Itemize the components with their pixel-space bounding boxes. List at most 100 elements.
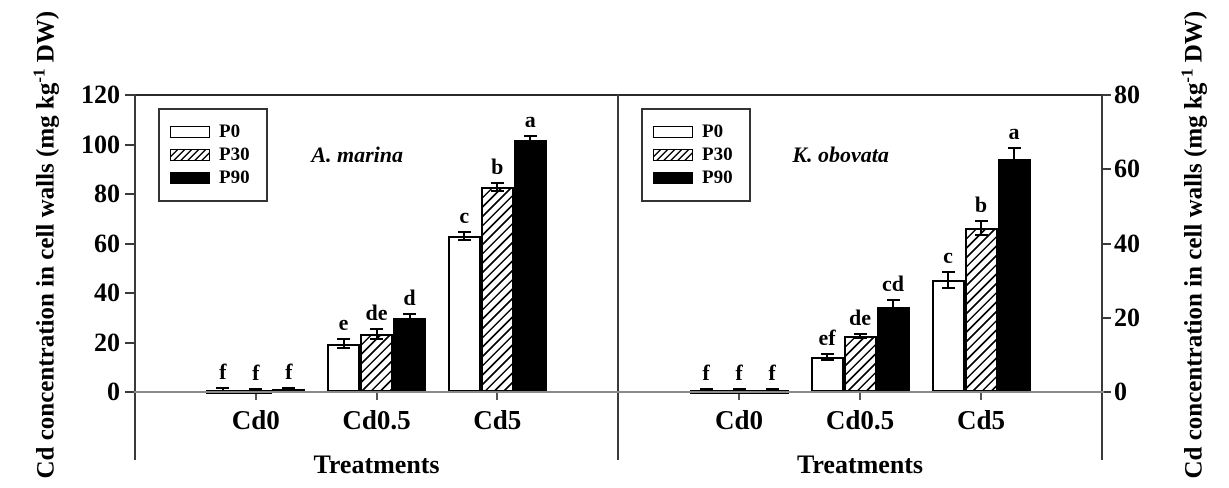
hatch-swatch-icon (170, 149, 210, 161)
significance-letter: a (1008, 118, 1020, 144)
y-axis-tick-label-left: 20 (94, 327, 120, 357)
legend-item-p30: P30 (170, 145, 256, 165)
y-axis-tick-label-left: 100 (81, 129, 120, 159)
error-bar-cap-top (886, 298, 900, 301)
error-bar-line (375, 328, 378, 339)
bar-p90-cd0.5 (876, 307, 910, 392)
y-axis-tick-left (125, 292, 134, 294)
error-bar-cap-top (820, 353, 834, 356)
significance-letter: f (285, 358, 293, 384)
error-bar-line (287, 387, 290, 391)
error-bar-cap-top (370, 327, 383, 330)
error-bar-line (705, 388, 707, 392)
error-bar-line (892, 299, 894, 315)
legend-item-p0: P0 (170, 122, 256, 142)
x-axis-category-label: Cd5 (956, 405, 1005, 435)
y-axis-tick-left (125, 391, 134, 393)
error-bar-cap-bottom (490, 190, 504, 193)
y-axis-tick-label-right: 0 (1114, 377, 1127, 406)
significance-letter: f (768, 359, 776, 385)
x-axis-category-label: Cd0.5 (825, 405, 895, 435)
error-bar-cap-top (282, 386, 296, 389)
x-axis-tick (980, 393, 982, 400)
significance-letter: de (849, 305, 871, 331)
x-axis-category-label: Cd5 (473, 405, 522, 435)
legend: P0 P30 P90 (641, 108, 751, 202)
error-bar-cap-top (457, 231, 471, 234)
error-bar-cap-bottom (820, 359, 834, 362)
y-axis-title-left-unit: DW) (32, 10, 60, 69)
x-axis-category-label: Cd0.5 (342, 405, 411, 435)
bar-p0-cd5 (931, 279, 965, 392)
bar-p30-cd5 (964, 227, 998, 392)
error-bar-line (826, 354, 828, 361)
legend-label: P0 (702, 121, 724, 142)
significance-letter: b (491, 154, 504, 180)
error-bar-cap-bottom (853, 336, 867, 339)
error-bar-cap-top (490, 182, 504, 185)
error-bar-line (1013, 147, 1015, 170)
error-bar-cap-bottom (370, 337, 383, 340)
significance-letter: f (219, 359, 227, 385)
bar-p0-cd5 (447, 236, 481, 392)
y-axis-tick-left (125, 94, 134, 96)
error-bar-cap-bottom (1007, 168, 1021, 171)
significance-letter: c (459, 203, 470, 229)
x-axis-category-label: Cd0 (714, 405, 763, 435)
significance-letter: f (735, 359, 743, 385)
y-axis-tick-label-right: 60 (1114, 154, 1140, 184)
significance-letter: ef (818, 325, 836, 351)
error-bar-cap-top (1007, 146, 1021, 149)
x-axis-tick (375, 393, 378, 400)
plot-frame-top (134, 94, 1104, 96)
error-bar-cap-bottom (886, 313, 900, 316)
white-swatch-icon (170, 126, 210, 138)
error-bar-cap-bottom (523, 142, 537, 144)
panel-a-marina: P0 P30 P90 A. marina Cd0 f f f Cd0.5 e de d Cd5 c b a Tr… (135, 95, 618, 479)
error-bar-cap-top (523, 135, 537, 138)
error-bar-line (738, 388, 740, 392)
y-axis-tick-right (1102, 391, 1111, 393)
panel-divider-spine (617, 94, 619, 460)
x-axis-tick (496, 393, 499, 400)
y-axis-tick-label-left: 40 (94, 278, 120, 307)
error-bar-cap-top (732, 387, 746, 390)
significance-letter: f (702, 359, 710, 385)
legend-label: P0 (219, 121, 241, 142)
error-bar-cap-top (941, 270, 955, 273)
y-axis-tick-label-right: 80 (1114, 80, 1140, 109)
error-bar-cap-top (249, 387, 263, 390)
bar-p0-cd0.5 (327, 343, 360, 392)
error-bar-cap-bottom (457, 239, 471, 242)
y-axis-spine-right (1101, 94, 1103, 460)
bar-p30-cd0.5 (843, 335, 877, 392)
error-bar-cap-top (403, 312, 416, 315)
black-swatch-icon (653, 172, 693, 184)
y-axis-title-right-unit: DW) (1180, 10, 1208, 69)
y-axis-tick-label-left: 60 (94, 228, 120, 258)
panel-species-label: K. obovata (792, 142, 889, 167)
y-axis-tick-right (1102, 316, 1111, 319)
significance-letter: cd (882, 270, 904, 296)
error-bar-cap-top (765, 387, 779, 390)
legend-item-p0: P0 (653, 122, 739, 142)
error-bar-cap-bottom (282, 389, 296, 392)
legend-item-p90: P90 (170, 168, 256, 188)
bar-p90-cd5 (513, 139, 547, 392)
y-axis-tick-label-right: 40 (1114, 228, 1140, 258)
y-axis-tick-right (1102, 242, 1111, 245)
x-axis-title: Treatments (796, 450, 924, 479)
significance-letter: e (338, 310, 349, 336)
bar-p90-cd0.5 (393, 317, 426, 392)
legend: P0 P30 P90 (158, 108, 268, 202)
error-bar-cap-bottom (974, 233, 988, 236)
y-axis-tick-label-left: 120 (81, 80, 120, 109)
y-axis-title-right-text: Cd concentration in cell walls (mg kg (1180, 82, 1208, 479)
legend-label: P90 (219, 167, 250, 188)
legend-label: P90 (702, 167, 733, 188)
y-axis-tick-left (125, 193, 134, 195)
error-bar-line (408, 313, 411, 322)
y-axis-tick-right (1102, 94, 1111, 96)
significance-letter: f (252, 359, 260, 385)
